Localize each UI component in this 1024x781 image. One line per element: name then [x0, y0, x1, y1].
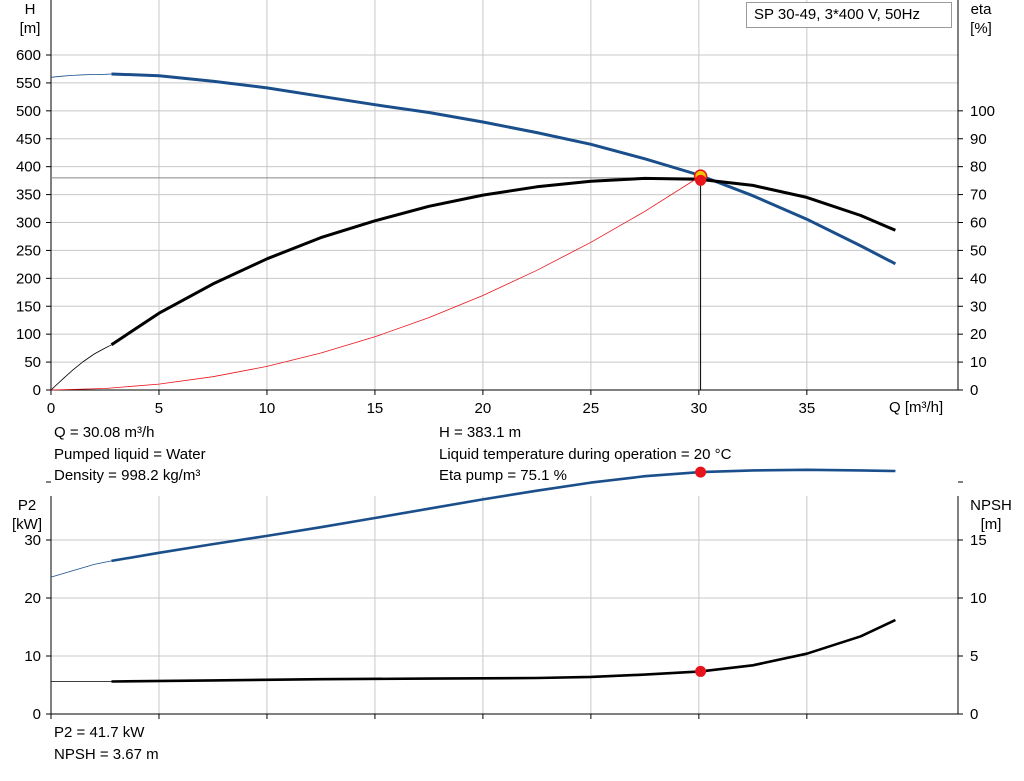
readout-liquid: Pumped liquid = Water	[54, 446, 206, 463]
y-tick-label-right: 15	[970, 532, 987, 549]
y-tick-label-left: 100	[16, 326, 41, 343]
y-tick-label-left: 200	[16, 270, 41, 287]
y-tick-label-right: 60	[970, 215, 987, 232]
chart-title: SP 30-49, 3*400 V, 50Hz	[754, 6, 920, 23]
q-axis-title: Q [m³/h]	[889, 399, 944, 416]
readout-temperature: Liquid temperature during operation = 20…	[439, 446, 732, 463]
x-tick-label: 35	[798, 400, 815, 417]
x-tick-label: 25	[583, 400, 600, 417]
y-tick-label-left: 400	[16, 159, 41, 176]
readout-density: Density = 998.2 kg/m³	[54, 467, 201, 484]
y-tick-label-left: 350	[16, 187, 41, 204]
x-tick-label: 5	[155, 400, 163, 417]
npsh-curve	[111, 618, 896, 683]
p2-axis-unit: [kW]	[12, 516, 42, 533]
y-tick-label-left: 150	[16, 298, 41, 315]
readout-eta: Eta pump = 75.1 %	[439, 467, 567, 484]
eta-axis-unit: [%]	[970, 20, 992, 37]
y-tick-label-right: 20	[970, 326, 987, 343]
readout-p2: P2 = 41.7 kW	[54, 724, 145, 741]
operating-point-p2-marker	[695, 466, 707, 478]
h-axis-title: H [m]	[10, 0, 50, 38]
npsh-axis-title: NPSH [m]	[962, 496, 1020, 534]
h-axis-symbol: H	[24, 1, 36, 18]
x-tick-label: 0	[47, 400, 55, 417]
y-tick-label-left: 30	[24, 532, 41, 549]
efficiency-curve	[110, 176, 896, 347]
npsh-axis-symbol: NPSH	[970, 497, 1012, 514]
y-tick-label-left: 20	[24, 590, 41, 607]
y-tick-label-right: 10	[970, 354, 987, 371]
eta-axis-symbol: eta	[970, 1, 992, 18]
y-tick-label-left: 500	[16, 103, 41, 120]
y-tick-label-right: 70	[970, 187, 987, 204]
readout-npsh: NPSH = 3.67 m	[54, 746, 159, 763]
power-curve	[111, 468, 896, 563]
readout-h: H = 383.1 m	[439, 424, 522, 441]
y-tick-label-right: 0	[970, 382, 978, 399]
eta-axis-title: eta [%]	[958, 0, 1004, 38]
y-tick-label-right: 80	[970, 159, 987, 176]
y-tick-label-left: 50	[24, 354, 41, 371]
x-tick-label: 30	[691, 400, 708, 417]
chart-title-box: SP 30-49, 3*400 V, 50Hz	[746, 2, 952, 28]
y-tick-label-left: 0	[33, 382, 41, 399]
y-tick-label-left: 600	[16, 47, 41, 64]
y-tick-label-left: 300	[16, 215, 41, 232]
y-tick-label-right: 40	[970, 270, 987, 287]
readout-q: Q = 30.08 m³/h	[54, 424, 155, 441]
x-tick-label: 20	[475, 400, 492, 417]
y-tick-label-left: 450	[16, 131, 41, 148]
y-tick-label-right: 90	[970, 131, 987, 148]
power-curve-extrapolated	[50, 560, 112, 578]
head-curve	[111, 72, 897, 266]
operating-point-eta-marker	[695, 174, 707, 186]
y-tick-label-left: 550	[16, 75, 41, 92]
h-axis-unit: [m]	[19, 20, 41, 37]
system-curve-curve	[50, 175, 701, 391]
y-tick-label-left: 0	[33, 706, 41, 723]
y-tick-label-left: 10	[24, 648, 41, 665]
efficiency-curve-extrapolated	[50, 344, 112, 391]
y-tick-label-right: 30	[970, 298, 987, 315]
y-tick-label-right: 50	[970, 242, 987, 259]
head-curve-extrapolated	[50, 73, 112, 78]
operating-point-npsh-marker	[695, 665, 707, 677]
y-tick-label-right: 10	[970, 590, 987, 607]
y-tick-label-right: 5	[970, 648, 978, 665]
y-tick-label-right: 0	[970, 706, 978, 723]
x-tick-label: 10	[259, 400, 276, 417]
y-tick-label-right: 100	[970, 103, 995, 120]
x-tick-label: 15	[367, 400, 384, 417]
p2-axis-symbol: P2	[17, 497, 37, 514]
y-tick-label-left: 250	[16, 242, 41, 259]
p2-axis-title: P2 [kW]	[6, 496, 48, 534]
npsh-axis-unit: [m]	[980, 516, 1002, 533]
